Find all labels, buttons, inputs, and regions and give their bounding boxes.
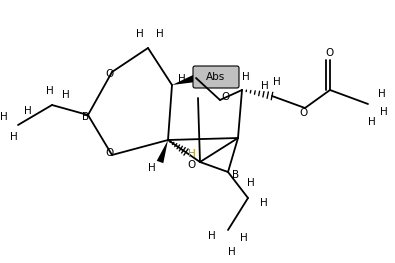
Text: O: O xyxy=(326,48,334,58)
Text: H: H xyxy=(148,163,156,173)
Text: H: H xyxy=(156,29,164,39)
Text: H: H xyxy=(261,81,269,91)
Text: H: H xyxy=(228,247,236,257)
Text: Abs: Abs xyxy=(206,72,226,82)
Text: O: O xyxy=(106,69,114,79)
Text: H: H xyxy=(188,149,196,159)
Text: H: H xyxy=(378,89,386,99)
Text: H: H xyxy=(273,77,281,87)
Text: H: H xyxy=(46,86,54,96)
Text: H: H xyxy=(208,231,216,241)
Text: O: O xyxy=(106,148,114,158)
Text: H: H xyxy=(368,117,376,127)
Text: H: H xyxy=(247,178,255,188)
Text: H: H xyxy=(242,72,250,82)
Polygon shape xyxy=(172,74,197,85)
Text: H: H xyxy=(178,74,186,84)
Text: O: O xyxy=(221,92,229,102)
Polygon shape xyxy=(157,140,168,163)
Text: O: O xyxy=(299,108,307,118)
Text: B: B xyxy=(83,112,90,122)
Text: H: H xyxy=(10,132,18,142)
Text: H: H xyxy=(380,107,388,117)
Text: H: H xyxy=(136,29,144,39)
FancyBboxPatch shape xyxy=(193,66,239,88)
Text: H: H xyxy=(260,198,268,208)
Text: H: H xyxy=(24,106,32,116)
Text: H: H xyxy=(0,112,8,122)
Text: H: H xyxy=(62,90,70,100)
Text: O: O xyxy=(188,160,196,170)
Text: H: H xyxy=(240,233,248,243)
Text: B: B xyxy=(232,170,239,180)
